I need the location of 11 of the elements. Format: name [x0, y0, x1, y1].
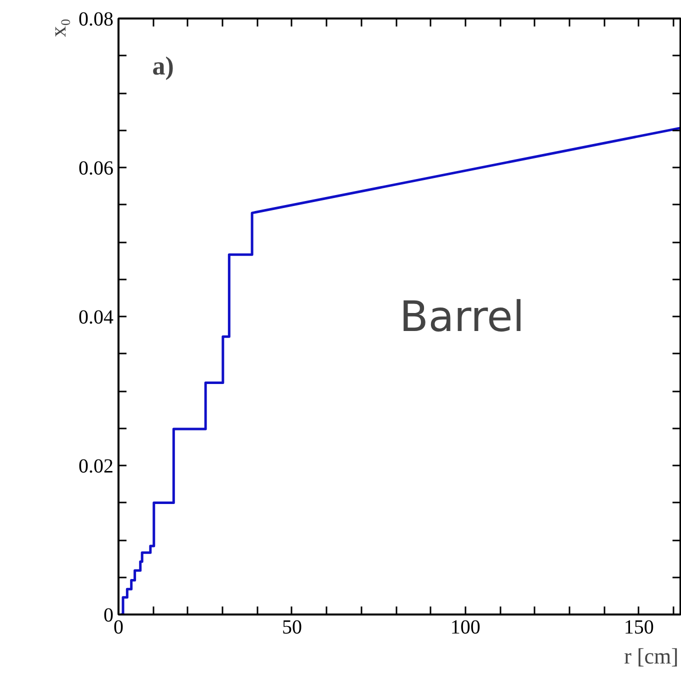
x-axis-title: r [cm] [624, 644, 679, 668]
annotation: Barrel [400, 292, 524, 341]
annotation: a) [152, 52, 174, 81]
x-tick-label: 100 [450, 616, 480, 638]
y-tick-label: 0.08 [78, 8, 114, 30]
y-tick-label: 0.04 [78, 306, 114, 328]
x-tick-label: 50 [282, 616, 302, 638]
y-axis-title: x₀ [46, 18, 70, 38]
y-tick-label: 0.06 [78, 158, 114, 180]
x-tick-label: 150 [624, 616, 654, 638]
y-tick-label: 0.02 [78, 456, 114, 478]
